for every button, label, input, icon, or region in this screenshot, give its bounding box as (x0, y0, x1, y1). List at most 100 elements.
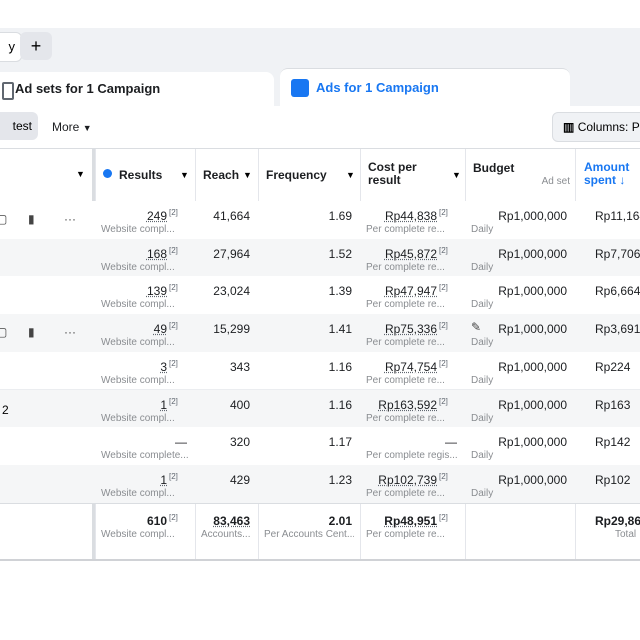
cell-value: 1 (160, 397, 167, 412)
tab-button[interactable]: y (0, 32, 22, 62)
cell-value: Rp1,000,000 (498, 435, 567, 450)
totals-row (0, 502, 640, 556)
cell-sub: Website complete... (101, 450, 189, 462)
cell-value: Rp75,336 (384, 322, 437, 337)
cell-sub: Per complete re... (366, 412, 445, 424)
cell-value: 1.69 (328, 209, 352, 223)
cell-value: 15,299 (213, 322, 250, 337)
cell-sub: Website compl... (101, 374, 175, 386)
cell-sub: Per complete re... (366, 224, 445, 235)
table-row[interactable] (0, 314, 640, 353)
caret: ▼ (180, 170, 189, 180)
cell-value: 320 (229, 435, 250, 450)
cell-value: Rp163 (595, 397, 631, 412)
caret: ▼ (243, 170, 252, 180)
caret: ▼ (82, 123, 92, 133)
table-row[interactable] (0, 276, 640, 316)
cell-value: Rp1,000,000 (498, 246, 567, 261)
toolbar (0, 106, 640, 148)
more-button[interactable]: More ▼ (52, 120, 92, 134)
header-label[interactable]: Results (119, 168, 163, 182)
cell-note: [2] (169, 512, 178, 522)
row-name: 2 (2, 402, 9, 417)
toolbar-button[interactable]: test (0, 112, 38, 140)
header-label[interactable]: Cost per result (368, 160, 417, 187)
header-label[interactable]: Reach (203, 168, 240, 182)
caret: ▼ (346, 170, 355, 180)
tab[interactable]: Ad sets for 1 Campaign (0, 72, 274, 106)
row-action-icon[interactable]: ▮ (28, 325, 35, 340)
tab-label: Ads for 1 Campaign (316, 80, 439, 95)
table-row[interactable] (0, 238, 640, 278)
columns-label: Columns: P (577, 120, 640, 134)
cell-value: 27,964 (213, 246, 250, 261)
cell-value: 1.39 (328, 284, 352, 299)
cell-sub: Total (615, 528, 637, 540)
cell-value: Rp142 (595, 435, 631, 450)
cell-value: Rp45,872 (384, 246, 437, 261)
columns-button[interactable]: ▥ Columns: P (552, 112, 640, 142)
cell-value: 1.17 (328, 435, 352, 450)
cell-value: Rp74,754 (384, 359, 437, 374)
header-label[interactable]: Amount spent ↓ (584, 160, 630, 187)
cell-value: Rp48,951 (384, 513, 437, 528)
cell-note: [2] (169, 321, 178, 331)
cell-value: 429 (229, 472, 250, 487)
cell-note: [2] (169, 358, 178, 368)
cell-value: Rp6,664 (595, 284, 640, 299)
row-action-icon[interactable]: ▮ (28, 212, 35, 226)
cell-sub: Daily (471, 487, 494, 499)
row-action-icon[interactable]: ··· (64, 212, 76, 226)
row-action-icon[interactable]: ▢ (0, 325, 8, 340)
cell-value: Rp47,947 (384, 284, 437, 299)
cell-note: [2] (439, 245, 448, 255)
header-label[interactable]: Frequency (266, 168, 327, 182)
tab-active[interactable]: Ads for 1 Campaign (280, 68, 570, 109)
cell-sub: Daily (471, 374, 494, 386)
cell-sub: Website compl... (101, 412, 175, 424)
cell-value: Rp163,592 (378, 397, 437, 412)
cell-sub: Accounts... (201, 528, 251, 540)
tab-icon (291, 79, 309, 97)
cell-value: 249 (146, 209, 167, 223)
cell-sub: Website compl... (101, 337, 175, 349)
caret: ▼ (452, 170, 461, 180)
cell-sub: Per complete re... (366, 528, 445, 540)
cell-sub: Per complete re... (366, 487, 445, 499)
cell-value: Rp1,000,000 (498, 397, 567, 412)
cell-value: 343 (229, 359, 250, 374)
cell-sub: Website compl... (101, 487, 175, 499)
cell-value: Rp224 (595, 359, 631, 374)
cell-value: 1.23 (328, 472, 352, 487)
info-icon (103, 169, 112, 178)
edit-icon[interactable]: ✎ (471, 320, 482, 335)
tab-label: Ad sets for 1 Campaign (15, 81, 161, 96)
cell-sub: Website compl... (101, 528, 175, 540)
cell-note: [2] (169, 283, 178, 293)
caret: ▼ (76, 169, 85, 179)
cell-value: 1 (160, 472, 167, 487)
more-label: More (52, 120, 80, 134)
row-action-icon[interactable]: ··· (64, 325, 76, 340)
cell-sub: Per complete re... (366, 261, 445, 273)
cell-sub: Per complete regis... (366, 450, 458, 462)
cell-sub: Per complete re... (366, 374, 445, 386)
cell-value: 1.52 (328, 246, 352, 261)
cell-value: Rp1,000,000 (498, 322, 567, 337)
add-button[interactable]: + (20, 32, 52, 60)
row-action-icon[interactable]: ▢ (0, 212, 8, 226)
cell-value: 41,664 (213, 209, 250, 223)
table-row[interactable] (0, 389, 640, 429)
cell-value: 139 (146, 284, 167, 299)
cell-sub: Daily (471, 450, 494, 462)
table-row[interactable] (0, 464, 640, 504)
cell-value: Rp1,000,000 (498, 359, 567, 374)
cell-sub: Daily (471, 261, 494, 273)
cell-value: Rp3,691 (595, 322, 640, 337)
cell-sub: Website compl... (101, 299, 175, 311)
header-sub: Ad set (541, 176, 570, 187)
header-label[interactable]: Budget (473, 161, 515, 175)
cell-value: 1.16 (328, 359, 352, 374)
cell-value: Rp102,739 (378, 472, 437, 487)
